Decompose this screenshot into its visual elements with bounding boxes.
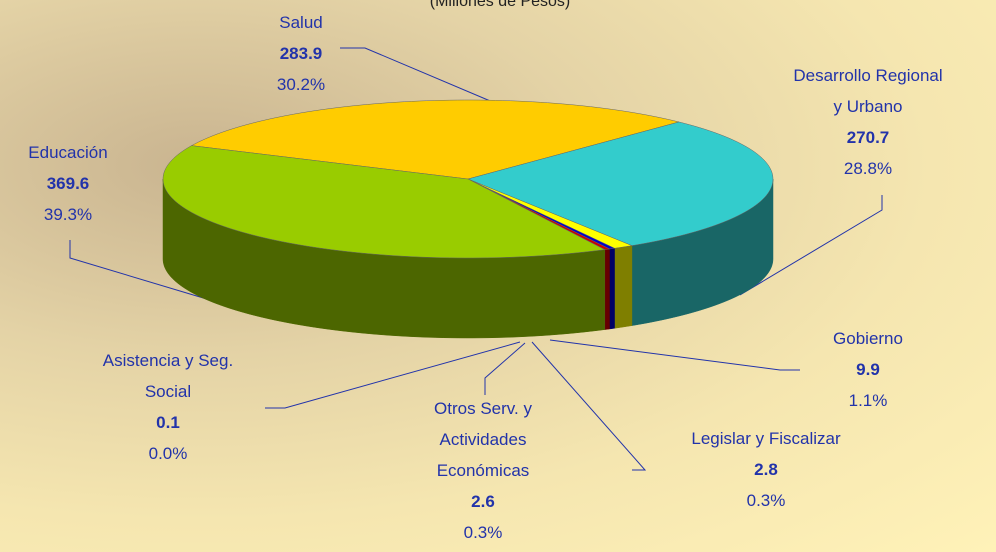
- percent-label: 0.3%: [417, 517, 549, 548]
- chart: (Millones de Pesos) Salud283.930.2% Desar…: [0, 0, 996, 552]
- value-label: 2.6: [417, 486, 549, 517]
- percent-label: 28.8%: [789, 153, 947, 184]
- category-label: Gobierno: [808, 323, 928, 354]
- value-label: 2.8: [636, 454, 896, 485]
- leader-line: [550, 340, 800, 370]
- percent-label: 39.3%: [8, 199, 128, 230]
- percent-label: 0.0%: [92, 438, 244, 469]
- percent-label: 1.1%: [808, 385, 928, 416]
- leader-line: [485, 343, 525, 395]
- leader-line: [340, 48, 495, 103]
- percent-label: 0.3%: [636, 485, 896, 516]
- category-label: Salud: [241, 7, 361, 38]
- slice-side: [610, 248, 615, 329]
- percent-label: 30.2%: [241, 69, 361, 100]
- category-label: Educación: [8, 137, 128, 168]
- category-label: Desarrollo Regional y Urbano: [789, 60, 947, 122]
- value-label: 270.7: [789, 122, 947, 153]
- category-label: Asistencia y Seg. Social: [92, 345, 244, 407]
- slice-side: [605, 249, 610, 330]
- category-label: Otros Serv. y Actividades Económicas: [417, 393, 549, 486]
- value-label: 9.9: [808, 354, 928, 385]
- category-label: Legislar y Fiscalizar: [636, 423, 896, 454]
- value-label: 0.1: [92, 407, 244, 438]
- slice-side: [615, 246, 632, 329]
- subtitle: (Millones de Pesos): [400, 0, 600, 17]
- value-label: 283.9: [241, 38, 361, 69]
- value-label: 369.6: [8, 168, 128, 199]
